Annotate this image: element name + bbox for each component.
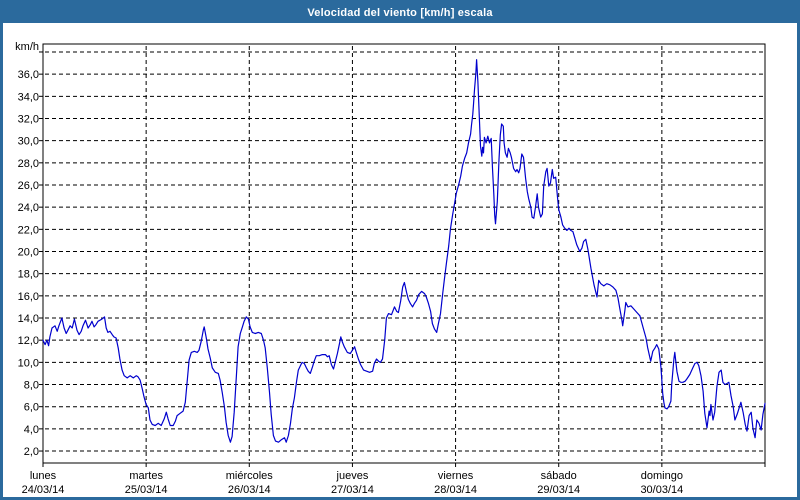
window-title: Velocidad del viento [km/h] escala (307, 7, 493, 19)
y-tick-label: 24,0 (18, 202, 39, 214)
x-date-label: 25/03/14 (125, 484, 168, 496)
y-tick-label: 14,0 (18, 313, 39, 325)
x-date-label: 27/03/14 (331, 484, 374, 496)
x-day-label: miércoles (226, 470, 274, 482)
y-tick-label: 30,0 (18, 136, 39, 148)
x-day-label: jueves (336, 470, 369, 482)
y-tick-label: 10,0 (18, 357, 39, 369)
x-day-label: sábado (541, 470, 577, 482)
y-tick-label: 6,0 (24, 402, 39, 414)
x-date-label: 26/03/14 (228, 484, 271, 496)
y-tick-label: 8,0 (24, 380, 39, 392)
x-day-label: domingo (641, 470, 683, 482)
wind-series-line (42, 59, 766, 443)
window-titlebar: Velocidad del viento [km/h] escala (3, 3, 797, 23)
y-tick-label: 22,0 (18, 224, 39, 236)
y-tick-label: 34,0 (18, 91, 39, 103)
y-tick-label: 18,0 (18, 269, 39, 281)
wind-speed-chart: 2,0 4,0 6,0 8,0 10,0 12,0 14,0 16,0 18,0 20,0 22,0… (3, 23, 797, 497)
x-day-label: viernes (438, 470, 474, 482)
x-date-label: 24/03/14 (22, 484, 65, 496)
x-day-label: lunes (30, 470, 57, 482)
y-tick-label: 36,0 (18, 69, 39, 81)
y-tick-label: 28,0 (18, 158, 39, 170)
y-tick-label: 26,0 (18, 180, 39, 192)
x-date-label: 30/03/14 (640, 484, 683, 496)
x-day-label: martes (129, 470, 163, 482)
x-date-label: 28/03/14 (434, 484, 477, 496)
plot-border (42, 43, 766, 464)
wind-speed-chart-canvas: 2,0 4,0 6,0 8,0 10,0 12,0 14,0 16,0 18,0 20,0 22,0… (15, 41, 766, 496)
y-tick-label: 32,0 (18, 113, 39, 125)
y-axis-unit-label: km/h (15, 41, 39, 53)
y-tick-label: 2,0 (24, 446, 39, 458)
y-tick-label: 4,0 (24, 424, 39, 436)
y-tick-label: 12,0 (18, 335, 39, 347)
y-tick-label: 20,0 (18, 247, 39, 259)
x-date-label: 29/03/14 (537, 484, 580, 496)
y-tick-label: 16,0 (18, 291, 39, 303)
